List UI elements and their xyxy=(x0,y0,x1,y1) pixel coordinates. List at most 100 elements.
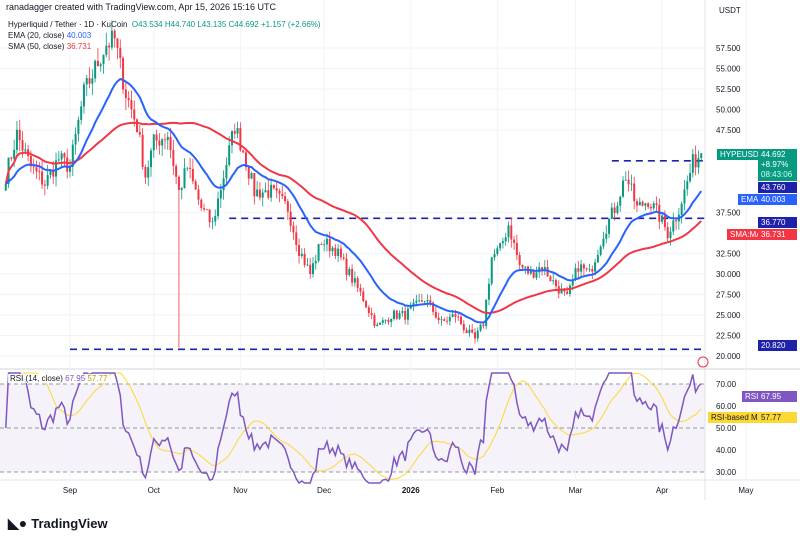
candle-body xyxy=(390,318,393,323)
candle-body xyxy=(303,253,306,266)
sma-50-line xyxy=(4,121,702,315)
candle-body xyxy=(82,84,85,107)
candle-body xyxy=(15,129,18,150)
time-tick-label: Sep xyxy=(63,486,78,495)
candle-body xyxy=(616,205,619,213)
candle-body xyxy=(515,242,518,256)
open-value: O43.534 xyxy=(131,20,163,29)
bar-countdown: 08:43:06 xyxy=(761,170,793,179)
time-tick-label: Feb xyxy=(490,486,504,495)
chart-credit: ranadagger created with TradingView.com,… xyxy=(6,2,276,12)
candle-body xyxy=(504,237,507,242)
candle-body xyxy=(13,149,16,159)
candle-body xyxy=(596,254,599,263)
rsi-value-tag: 67.95 xyxy=(758,391,797,402)
candle-body xyxy=(91,78,94,84)
candle-body xyxy=(281,193,284,197)
candle-body xyxy=(666,227,669,239)
rsi-label[interactable]: RSI (14, close) xyxy=(10,374,63,383)
candle-body xyxy=(566,291,569,294)
candle-body xyxy=(689,172,692,182)
rsi-tick-label: 70.00 xyxy=(716,380,737,389)
candle-body xyxy=(630,183,633,185)
candle-body xyxy=(448,316,451,322)
low-value: L43.135 xyxy=(197,20,227,29)
candle-body xyxy=(647,203,650,207)
tradingview-logo[interactable]: ◣● TradingView xyxy=(8,515,108,532)
candle-body xyxy=(270,184,273,198)
candle-body xyxy=(608,218,611,234)
candle-body xyxy=(404,310,407,320)
ema-value: 40.003 xyxy=(66,31,92,40)
candle-body xyxy=(306,264,309,266)
candle-body xyxy=(574,268,577,280)
candle-body xyxy=(10,157,13,159)
candle-body xyxy=(434,311,437,318)
price-tick-label: 50.000 xyxy=(716,106,741,115)
candle-body xyxy=(521,264,524,268)
candle-body xyxy=(194,181,197,190)
candle-body xyxy=(325,238,328,245)
candle-body xyxy=(127,98,130,101)
candle-body xyxy=(605,233,608,239)
candle-body xyxy=(513,239,516,243)
candle-body xyxy=(602,238,605,247)
candle-body xyxy=(510,225,513,240)
candle-body xyxy=(353,278,356,283)
candle-body xyxy=(652,203,655,209)
candle-body xyxy=(356,278,359,288)
rsi-tick-label: 60.00 xyxy=(716,402,737,411)
candle-body xyxy=(217,198,220,217)
candle-body xyxy=(200,199,203,209)
candle-body xyxy=(124,89,127,99)
candle-body xyxy=(314,260,317,264)
sma-label[interactable]: SMA (50, close) xyxy=(8,42,65,51)
candle-body xyxy=(610,207,613,219)
candle-body xyxy=(507,225,510,238)
candle-body xyxy=(102,54,105,65)
flash-event-icon[interactable] xyxy=(697,356,709,368)
candle-body xyxy=(38,171,41,173)
candle-body xyxy=(298,244,301,256)
symbol-title[interactable]: Hyperliquid / Tether · 1D · KuCoin xyxy=(8,20,128,29)
candle-body xyxy=(392,310,395,319)
candle-body xyxy=(191,169,194,182)
candle-body xyxy=(580,264,583,272)
rsi-tag: RSI xyxy=(742,391,762,402)
candle-body xyxy=(454,314,457,317)
price-tick-label: 27.500 xyxy=(716,290,741,299)
candle-body xyxy=(373,315,376,326)
candle-body xyxy=(233,131,236,134)
candle-body xyxy=(613,207,616,213)
price-chart[interactable]: 57.500 55.000 52.500 50.000 47.500 37.500 32.5… xyxy=(0,0,800,510)
candle-body xyxy=(272,184,275,189)
candle-body xyxy=(35,167,38,172)
candle-body xyxy=(691,154,694,173)
candle-body xyxy=(571,279,574,286)
ema-20-line xyxy=(5,77,703,324)
price-tick-label: 52.500 xyxy=(716,85,741,94)
candle-body xyxy=(144,166,147,178)
candle-body xyxy=(236,128,239,134)
candle-body xyxy=(80,106,83,120)
candle-body xyxy=(177,176,180,190)
candle-body xyxy=(638,201,641,206)
candle-body xyxy=(532,270,535,278)
candle-body xyxy=(24,149,27,151)
candle-body xyxy=(440,319,443,321)
ema-label[interactable]: EMA (20, close) xyxy=(8,31,65,40)
candle-body xyxy=(77,119,80,134)
candle-body xyxy=(292,225,295,233)
price-tick-label: 30.000 xyxy=(716,270,741,279)
candle-body xyxy=(644,203,647,206)
candle-body xyxy=(694,154,697,168)
candle-body xyxy=(60,153,63,160)
candle-body xyxy=(362,291,365,302)
candle-body xyxy=(541,267,544,270)
candle-body xyxy=(286,201,289,212)
candle-body xyxy=(406,308,409,320)
ema-tag: EMA xyxy=(738,194,762,205)
rsi-line xyxy=(5,372,702,485)
candle-body xyxy=(242,150,245,153)
rsi-ma-tag: RSI-based MA xyxy=(708,412,767,423)
